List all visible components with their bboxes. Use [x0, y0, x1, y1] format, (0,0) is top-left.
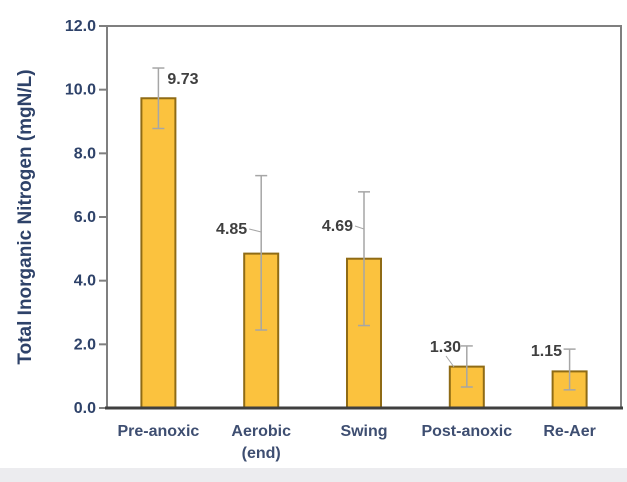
y-tick-label: 10.0 [65, 82, 96, 99]
chart-generated-layer: 0.0 2.0 4.0 6.0 8.0 10.0 12.0 9.73 4.85 4.69 1.30 1… [65, 18, 623, 462]
y-tick-label: 12.0 [65, 18, 96, 35]
value-label-leader [249, 228, 262, 233]
value-label: 1.15 [531, 343, 562, 360]
y-tick-label: 0.0 [74, 400, 96, 417]
x-category-label: Swing [340, 423, 387, 440]
value-label: 9.73 [167, 71, 198, 88]
bottom-strip [0, 468, 627, 482]
value-label: 1.30 [430, 339, 461, 356]
value-label: 4.85 [216, 221, 247, 238]
x-category-label: Post-anoxic [421, 423, 512, 440]
y-tick-label: 2.0 [74, 336, 96, 353]
bar [140, 97, 177, 410]
y-axis-title: Total Inorganic Nitrogen (mgN/L) [15, 69, 36, 364]
x-category-label: Aerobic [231, 423, 291, 440]
x-category-label: Re-Aer [543, 423, 595, 440]
value-label-leader [354, 225, 365, 230]
x-category-sublabel: (end) [242, 445, 281, 462]
y-tick-label: 6.0 [74, 209, 96, 226]
value-label: 4.69 [322, 218, 353, 235]
x-category-label: Pre-anoxic [117, 423, 199, 440]
value-label-leader [445, 355, 455, 368]
y-tick-label: 4.0 [74, 273, 96, 290]
y-tick-label: 8.0 [74, 145, 96, 162]
